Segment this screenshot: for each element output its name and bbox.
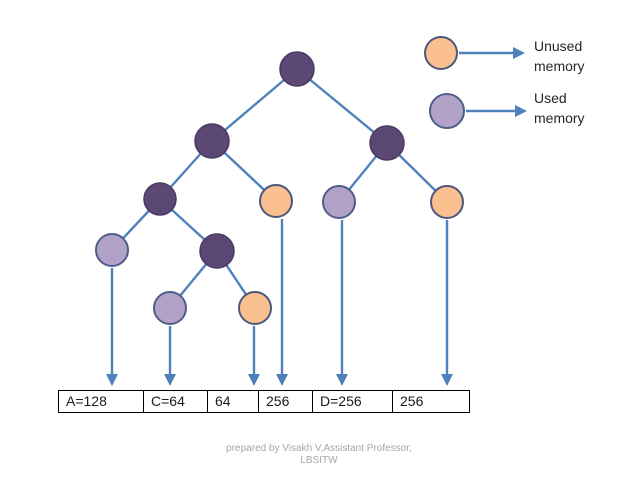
tree-node-LLRR-unused bbox=[238, 291, 272, 325]
memory-cell-1: C=64 bbox=[144, 391, 208, 412]
footer-line-1: prepared by Visakh V,Assistant Professor… bbox=[226, 443, 412, 454]
tree-node-RL-used bbox=[322, 185, 356, 219]
legend-circle-used bbox=[429, 93, 465, 129]
tree-node-R-split bbox=[369, 125, 405, 161]
tree-node-L-split bbox=[194, 123, 230, 159]
memory-cell-5: 256 bbox=[400, 393, 424, 409]
memory-cell-4: D=256 bbox=[313, 391, 393, 412]
legend-symbols bbox=[424, 36, 527, 129]
memory-cell-2: 64 bbox=[208, 391, 259, 412]
legend-label-unused-line1: Unused bbox=[534, 38, 583, 54]
legend-circle-unused bbox=[424, 36, 458, 70]
tree-node-LLL-used bbox=[95, 233, 129, 267]
footer-line-2: LBSITW bbox=[300, 455, 338, 466]
tree-nodes bbox=[95, 51, 464, 325]
memory-table: A=128 C=64 64 256 D=256 256 bbox=[58, 390, 470, 413]
tree-node-LL-split bbox=[143, 182, 177, 216]
legend-label-used-line2: memory bbox=[534, 110, 585, 126]
tree-node-RR-unused bbox=[430, 185, 464, 219]
legend-label-used-line1: Used bbox=[534, 90, 567, 106]
tree-node-LLR-split bbox=[199, 233, 235, 269]
tree-node-LLRL-used bbox=[153, 291, 187, 325]
footer-credit: prepared by Visakh V,Assistant Professor… bbox=[0, 443, 638, 467]
tree-edge bbox=[210, 67, 299, 143]
legend-label-used: Used memory bbox=[534, 88, 585, 128]
tree-node-LR-unused bbox=[259, 184, 293, 218]
pointer-arrows bbox=[106, 219, 453, 386]
legend-label-unused-line2: memory bbox=[534, 58, 585, 74]
tree-edge bbox=[295, 67, 389, 145]
memory-cell-0: A=128 bbox=[59, 391, 144, 412]
legend-label-unused: Unused memory bbox=[534, 36, 585, 76]
tree-node-root-split bbox=[279, 51, 315, 87]
memory-cell-3: 256 bbox=[259, 391, 313, 412]
